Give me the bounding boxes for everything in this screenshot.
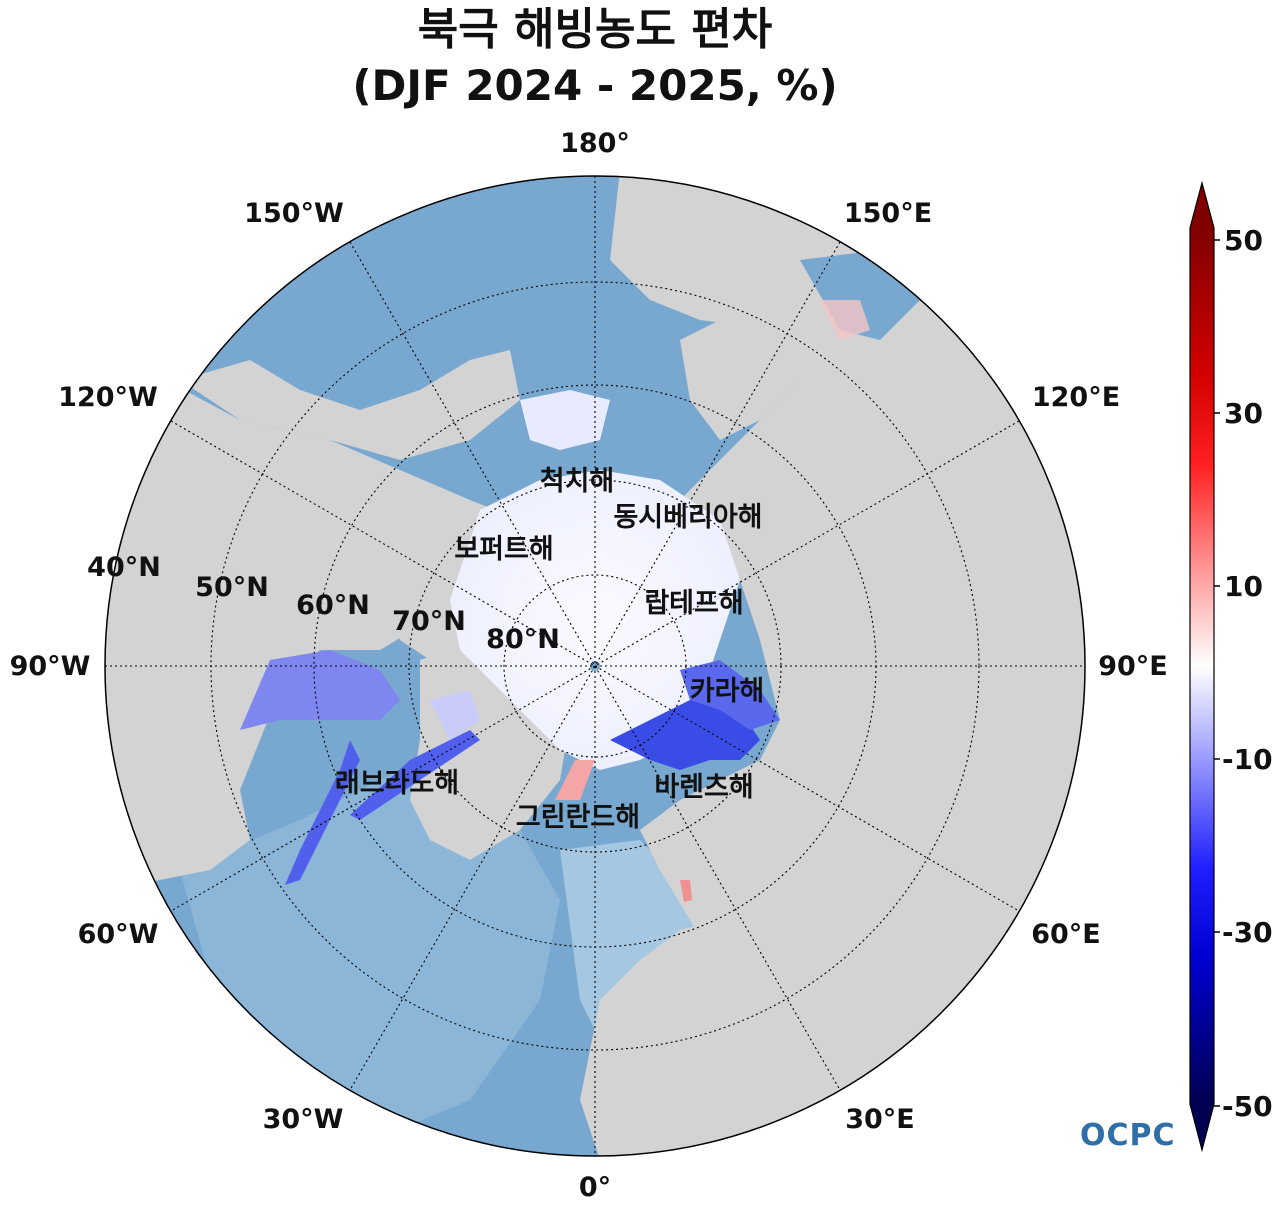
lat-label-80n: 80°N — [486, 624, 560, 655]
land-north-america — [105, 370, 500, 890]
land-alaska — [180, 350, 520, 460]
anomaly-labrador — [285, 740, 360, 885]
sea-label-laptev: 랍테프해 — [644, 588, 743, 619]
meridian-150e-30w — [349, 241, 841, 1091]
sea-label-chukchi: 척치해 — [540, 466, 615, 497]
lon-label-0: 0° — [579, 1172, 611, 1203]
lon-label-90e: 90°E — [1098, 651, 1168, 682]
colorbar-tick: -50 — [1222, 1090, 1273, 1123]
lon-label-120w: 120°W — [58, 382, 158, 413]
lat-label-40n: 40°N — [87, 552, 161, 583]
ocpc-logo: OCPC — [1080, 1118, 1176, 1153]
colorbar-tick: 30 — [1224, 397, 1263, 430]
map-boundary — [104, 175, 1086, 1157]
land-europe — [580, 920, 860, 1156]
colorbar-body — [1190, 228, 1214, 1104]
meridian-150w-30e — [349, 241, 841, 1091]
sea-label-greenland: 그린란드해 — [516, 802, 640, 833]
lon-label-30w: 30°W — [263, 1104, 344, 1135]
graticule — [105, 176, 1085, 1156]
meridian-120w-60e — [170, 420, 1020, 912]
title-line-2: (DJF 2024 - 2025, %) — [352, 61, 838, 110]
lon-label-150w: 150°W — [244, 198, 344, 229]
sea-label-east-siberian: 동시베리아해 — [613, 502, 762, 533]
colorbar-extend-bottom — [1190, 1104, 1214, 1150]
sea-label-kara: 카라해 — [690, 676, 765, 707]
lat-label-60n: 60°N — [296, 590, 370, 621]
sea-label-beaufort: 보퍼트해 — [454, 534, 553, 565]
colorbar: 50 30 10 -10 -30 -50 — [1189, 180, 1273, 1153]
anomaly-kara — [680, 660, 780, 730]
anomaly-hudson — [240, 650, 400, 730]
lat-label-70n: 70°N — [392, 606, 466, 637]
sea-ice-arctic — [450, 470, 740, 770]
lon-label-60e: 60°E — [1031, 919, 1101, 950]
colorbar-tick: 10 — [1224, 570, 1263, 603]
colorbar-tick: 50 — [1224, 224, 1263, 257]
colorbar-tick: -30 — [1222, 916, 1273, 949]
lon-label-60w: 60°W — [78, 919, 159, 950]
meridian-120e-60w — [170, 420, 1020, 912]
colorbar-outline — [1189, 180, 1215, 1153]
anomaly-positive — [555, 760, 595, 800]
lon-label-90w: 90°W — [10, 651, 91, 682]
sea-label-barents: 바렌츠해 — [654, 772, 753, 803]
anomaly-positive — [820, 300, 870, 340]
land-chukotka — [680, 280, 860, 440]
colorbar-tick: -10 — [1222, 743, 1273, 776]
anomaly-baffin — [430, 690, 480, 740]
lon-label-30e: 30°E — [845, 1104, 915, 1135]
lon-label-150e: 150°E — [844, 198, 932, 229]
title-line-1: 북극 해빙농도 편차 — [417, 4, 773, 55]
lon-label-120e: 120°E — [1032, 382, 1120, 413]
anomaly-positive — [680, 880, 692, 902]
lat-label-50n: 50°N — [195, 572, 269, 603]
lon-label-180: 180° — [560, 128, 630, 159]
sea-label-labrador: 래브라도해 — [335, 768, 459, 799]
anomaly-davis — [350, 730, 480, 820]
sea-ice-chukchi — [520, 390, 610, 450]
colorbar-extend-top — [1190, 183, 1214, 228]
